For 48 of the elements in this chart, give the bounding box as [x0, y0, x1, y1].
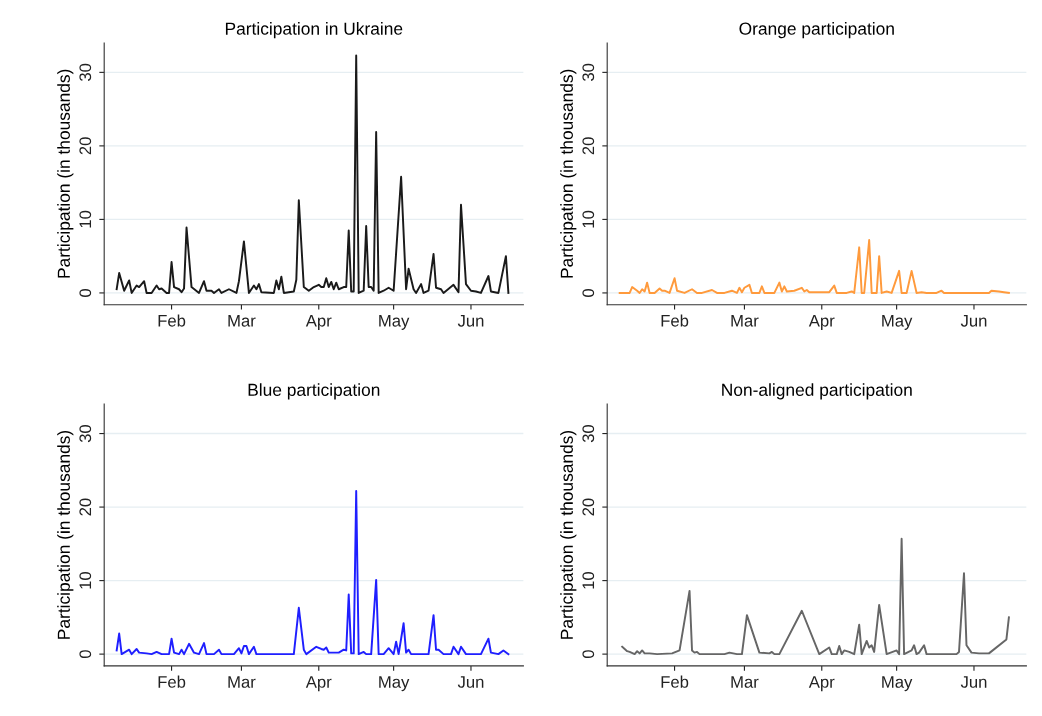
y-tick-label: 30 — [582, 424, 595, 443]
x-tick-label: May — [882, 315, 913, 330]
x-tick-label: Feb — [158, 675, 186, 688]
x-tick-label: May — [379, 315, 410, 330]
x-tick-label: Jun — [457, 315, 484, 327]
chart-title: Orange participation — [739, 22, 894, 39]
x-tick-label: Mar — [731, 315, 759, 327]
line-series — [618, 239, 1010, 294]
x-tick-label: Feb — [158, 314, 186, 327]
y-tick-label: 20 — [582, 137, 595, 155]
y-tick-label: 10 — [79, 210, 92, 228]
y-tick-label: 20 — [582, 498, 595, 516]
x-tick-label: Apr — [305, 676, 332, 692]
y-tick-label: 10 — [79, 571, 92, 589]
x-tick-label: May — [882, 676, 913, 692]
y-tick-label: 20 — [79, 498, 92, 516]
y-axis-title: Participation (in thousands) — [560, 430, 577, 639]
y-tick-label: 30 — [79, 63, 92, 81]
x-tick-label: Mar — [731, 676, 759, 688]
x-tick-label: Mar — [228, 315, 256, 327]
line-series — [115, 489, 510, 656]
x-tick-label: May — [379, 676, 410, 692]
y-tick-label: 0 — [582, 650, 595, 659]
x-tick-label: Apr — [808, 315, 835, 330]
y-tick-label: 0 — [79, 288, 92, 297]
chart-title: Non-aligned participation — [722, 383, 912, 400]
chart-title: Blue participation — [248, 383, 380, 400]
chart-title: Participation in Ukraine — [225, 22, 403, 39]
y-axis-title: Participation (in thousands) — [57, 69, 74, 278]
y-axis-title: Participation (in thousands) — [560, 69, 577, 278]
x-tick-label: Jun — [960, 676, 987, 688]
y-tick-label: 10 — [582, 571, 595, 589]
y-tick-label: 20 — [79, 137, 92, 155]
y-axis-title: Participation (in thousands) — [57, 430, 74, 639]
x-tick-label: Apr — [808, 676, 835, 692]
x-tick-label: Mar — [228, 676, 256, 688]
line-series — [115, 54, 510, 294]
y-tick-label: 30 — [582, 63, 595, 81]
x-tick-label: Feb — [661, 675, 689, 688]
y-tick-label: 0 — [79, 650, 92, 659]
x-tick-label: Jun — [960, 315, 987, 327]
line-series — [621, 537, 1010, 656]
y-tick-label: 10 — [582, 210, 595, 228]
x-tick-label: Apr — [305, 315, 332, 330]
y-tick-label: 30 — [79, 424, 92, 443]
x-tick-label: Jun — [457, 676, 484, 688]
y-tick-label: 0 — [582, 288, 595, 297]
x-tick-label: Feb — [661, 314, 689, 327]
